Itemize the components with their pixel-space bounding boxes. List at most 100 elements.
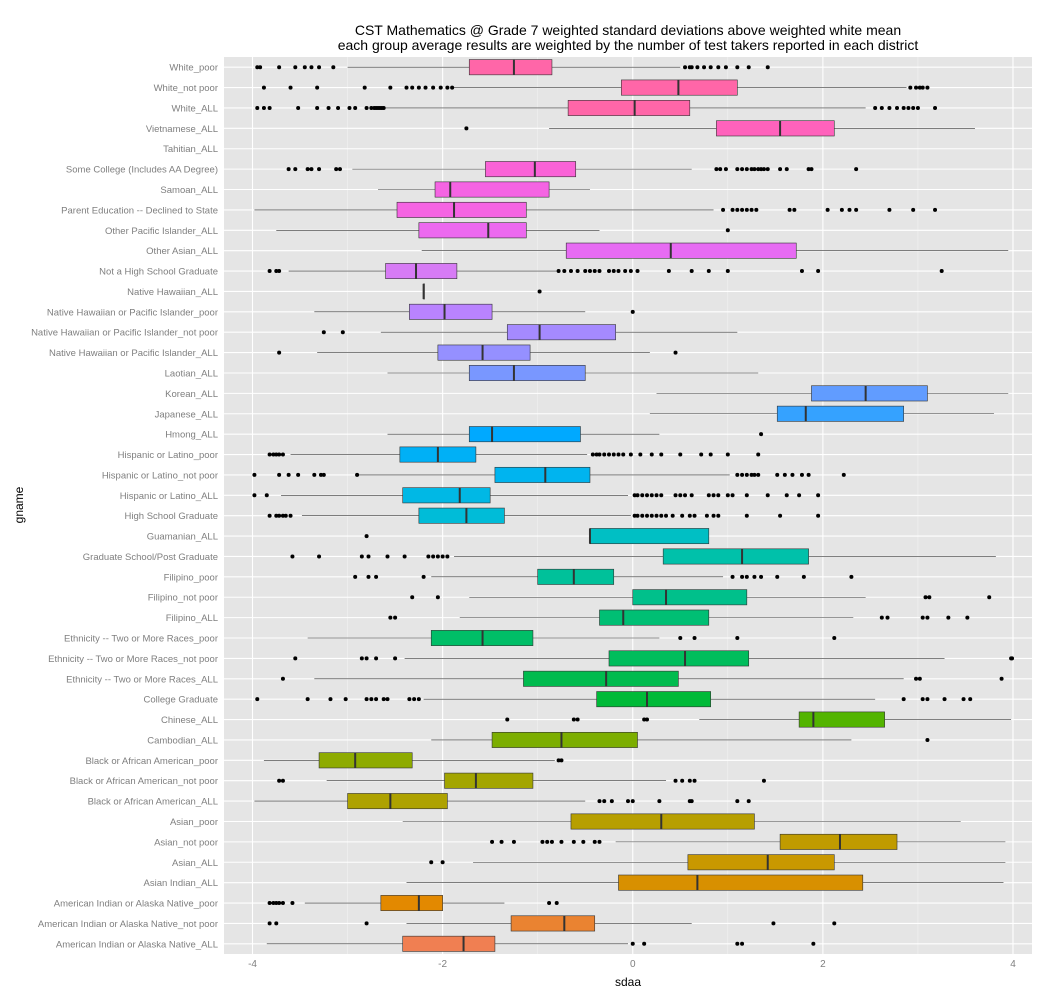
outlier-point <box>431 554 436 559</box>
box-group <box>314 303 635 320</box>
outlier-point <box>640 513 645 518</box>
box <box>491 731 638 748</box>
outlier-point <box>744 574 749 579</box>
y-axis-label: gname <box>12 486 26 523</box>
outlier-point <box>302 65 307 70</box>
y-tick-label: Native Hawaiian or Pacific Islander_not … <box>31 328 218 339</box>
outlier-point <box>293 167 298 172</box>
outlier-point <box>511 839 516 844</box>
outlier-point <box>699 452 704 457</box>
box <box>599 609 710 626</box>
x-tick-label: 0 <box>630 959 636 970</box>
outlier-point <box>597 799 602 804</box>
outlier-point <box>632 513 637 518</box>
outlier-point <box>556 269 561 274</box>
outlier-point <box>718 167 723 172</box>
outlier-point <box>623 269 628 274</box>
outlier-point <box>255 105 260 110</box>
outlier-point <box>744 167 749 172</box>
box-group <box>422 283 542 300</box>
outlier-point <box>628 452 633 457</box>
outlier-point <box>689 799 694 804</box>
outlier-point <box>435 595 440 600</box>
outlier-point <box>659 493 664 498</box>
outlier-point <box>756 472 761 477</box>
outlier-point <box>309 167 314 172</box>
outlier-point <box>296 472 301 477</box>
box <box>380 895 443 911</box>
outlier-point <box>832 921 837 926</box>
outlier-point <box>288 513 293 518</box>
y-tick-label: Some College (Includes AA Degree) <box>66 165 218 176</box>
outlier-point <box>286 167 291 172</box>
outlier-point <box>267 452 272 457</box>
outlier-point <box>725 493 730 498</box>
outlier-point <box>759 574 764 579</box>
box-group <box>261 79 930 96</box>
outlier-point <box>925 737 930 742</box>
outlier-point <box>255 697 260 702</box>
y-tick-label: Native Hawaiian or Pacific Islander_ALL <box>49 348 218 359</box>
outlier-point <box>784 167 789 172</box>
outlier-point <box>659 452 664 457</box>
box-group <box>267 895 559 911</box>
box-group <box>387 365 759 381</box>
outlier-point <box>784 493 789 498</box>
outlier-point <box>901 697 906 702</box>
outlier-point <box>326 105 331 110</box>
outlier-point <box>683 65 688 70</box>
outlier-point <box>416 697 421 702</box>
outlier-point <box>571 839 576 844</box>
outlier-point <box>630 941 635 946</box>
box-group <box>387 426 764 443</box>
outlier-point <box>274 901 279 906</box>
box <box>347 793 448 810</box>
outlier-point <box>410 85 415 90</box>
outlier-point <box>296 105 301 110</box>
outlier-point <box>687 513 692 518</box>
outlier-point <box>725 452 730 457</box>
outlier-point <box>640 493 645 498</box>
outlier-point <box>927 595 932 600</box>
outlier-point <box>744 513 749 518</box>
outlier-point <box>787 207 792 212</box>
outlier-point <box>635 513 640 518</box>
outlier-point <box>923 595 928 600</box>
outlier-point <box>920 697 925 702</box>
y-tick-label: Asian_ALL <box>172 858 218 869</box>
outlier-point <box>252 493 257 498</box>
box-group <box>429 854 1006 871</box>
outlier-point <box>816 269 821 274</box>
outlier-point <box>445 85 450 90</box>
outlier-point <box>611 269 616 274</box>
outlier-point <box>597 269 602 274</box>
y-tick-label: American Indian or Alaska Native_ALL <box>56 939 218 950</box>
outlier-point <box>649 513 654 518</box>
outlier-point <box>756 167 761 172</box>
y-axis-tick-labels: White_poor White_not poor White_ALL Vietnam… <box>31 63 218 951</box>
outlier-point <box>678 636 683 641</box>
outlier-point <box>353 574 358 579</box>
outlier-point <box>440 860 445 865</box>
outlier-point <box>280 452 285 457</box>
outlier-point <box>782 472 787 477</box>
outlier-point <box>267 105 272 110</box>
outlier-point <box>799 269 804 274</box>
outlier-point <box>267 901 272 906</box>
outlier-point <box>393 615 398 620</box>
y-tick-label: White_ALL <box>172 103 218 114</box>
outlier-point <box>680 513 685 518</box>
outlier-point <box>649 452 654 457</box>
outlier-point <box>847 207 852 212</box>
outlier-point <box>799 472 804 477</box>
outlier-point <box>942 697 947 702</box>
outlier-point <box>744 472 749 477</box>
outlier-point <box>946 615 951 620</box>
outlier-point <box>645 513 650 518</box>
outlier-point <box>730 493 735 498</box>
outlier-point <box>721 207 726 212</box>
outlier-point <box>374 697 379 702</box>
outlier-point <box>385 697 390 702</box>
outlier-point <box>277 269 282 274</box>
y-tick-label: Parent Education -- Declined to State <box>61 205 218 216</box>
